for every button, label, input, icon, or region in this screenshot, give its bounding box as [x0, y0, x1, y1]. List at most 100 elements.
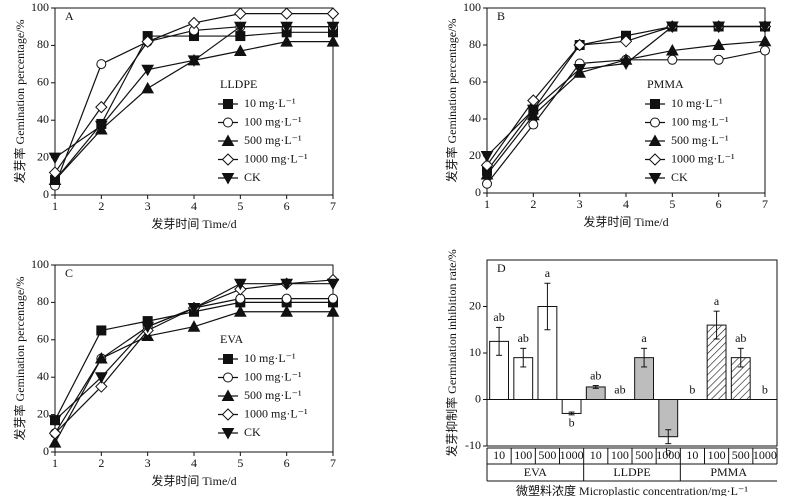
- legend-label: 500 mg·L⁻¹: [671, 133, 729, 147]
- marker: [280, 7, 293, 20]
- x-tick-label: 2: [98, 456, 104, 470]
- y-tick-label: 60: [469, 74, 481, 88]
- marker: [95, 380, 108, 393]
- y-tick-label: 10: [469, 345, 481, 359]
- marker: [48, 152, 62, 165]
- significance-label: b: [762, 382, 768, 396]
- significance-label: ab: [518, 331, 529, 345]
- legend-label: CK: [671, 170, 688, 184]
- marker: [187, 16, 201, 30]
- legend-label: 100 mg·L⁻¹: [244, 369, 302, 383]
- y-tick-label: 40: [37, 112, 49, 126]
- x-tick-label: 10: [493, 448, 505, 462]
- y-tick-label: 100: [31, 0, 49, 14]
- significance-label: ab: [493, 310, 504, 324]
- marker: [712, 21, 726, 34]
- significance-label: b: [689, 382, 695, 396]
- group-label: EVA: [524, 465, 547, 479]
- y-tick-label: 80: [37, 294, 49, 308]
- marker: [280, 21, 294, 34]
- x-axis-label: 发芽时间 Time/d: [151, 216, 236, 231]
- x-tick-label: 500: [538, 448, 556, 462]
- x-tick-label: 1000: [753, 448, 777, 462]
- x-tick-label: 3: [145, 199, 151, 213]
- x-tick-label: 100: [708, 448, 726, 462]
- group-label: LLDPE: [613, 465, 650, 479]
- marker: [233, 44, 247, 57]
- marker: [619, 35, 633, 48]
- x-tick-label: 7: [762, 197, 768, 211]
- marker: [760, 45, 770, 56]
- marker: [326, 21, 340, 34]
- y-tick-label: 60: [37, 75, 49, 89]
- y-axis-label: 发芽率 Gemination percentage/%: [12, 277, 27, 441]
- y-tick-label: 80: [37, 37, 49, 51]
- marker: [480, 151, 494, 163]
- plot-frame: [486, 259, 778, 447]
- legend-marker: [223, 99, 233, 109]
- legend-label: 1000 mg·L⁻¹: [244, 151, 308, 165]
- legend-title: PMMA: [647, 77, 684, 91]
- marker: [187, 55, 201, 67]
- y-tick-label: 20: [37, 149, 49, 163]
- legend-title: EVA: [220, 332, 243, 346]
- legend-label: 10 mg·L⁻¹: [244, 96, 296, 110]
- y-axis-label: 发芽抑制率 Germination inhibition rate/%: [444, 249, 459, 457]
- x-axis-label: 发芽时间 Time/d: [583, 214, 668, 229]
- x-tick-label: 6: [716, 197, 722, 211]
- y-tick-label: 20: [469, 298, 481, 312]
- marker: [281, 293, 292, 304]
- y-tick-label: 60: [37, 332, 49, 346]
- x-tick-label: 1000: [560, 448, 584, 462]
- y-tick-label: 0: [43, 444, 49, 458]
- legend-marker: [223, 354, 233, 364]
- legend-label: 100 mg·L⁻¹: [244, 114, 302, 128]
- x-tick-label: 10: [590, 448, 602, 462]
- x-tick-label: 2: [98, 199, 104, 213]
- marker: [328, 293, 338, 304]
- marker: [96, 325, 107, 336]
- legend-label: 500 mg·L⁻¹: [244, 388, 302, 402]
- marker: [280, 278, 294, 291]
- x-tick-label: 4: [623, 197, 629, 211]
- x-tick-label: 6: [284, 456, 290, 470]
- x-tick-label: 100: [514, 448, 532, 462]
- marker: [326, 35, 340, 47]
- group-label: PMMA: [710, 465, 747, 479]
- marker: [48, 415, 62, 427]
- marker: [234, 7, 247, 20]
- x-tick-label: 7: [330, 456, 336, 470]
- panel-label: B: [497, 9, 505, 23]
- x-tick-label: 500: [732, 448, 750, 462]
- marker: [665, 21, 679, 34]
- legend-marker: [221, 134, 235, 146]
- x-tick-label: 10: [686, 448, 698, 462]
- significance-label: a: [641, 331, 647, 345]
- y-tick-label: 80: [469, 37, 481, 51]
- x-tick-label: 3: [145, 456, 151, 470]
- significance-label: ab: [590, 368, 601, 382]
- y-axis-label: 发芽率 Gemination percentage/%: [444, 19, 459, 183]
- y-tick-label: 0: [475, 185, 481, 199]
- x-tick-label: 500: [635, 448, 653, 462]
- x-tick-label: 1: [52, 456, 58, 470]
- x-axis-label: 发芽时间 Time/d: [151, 473, 236, 488]
- significance-label: b: [665, 444, 671, 458]
- legend-marker: [648, 173, 662, 185]
- marker: [94, 372, 108, 384]
- marker: [141, 321, 155, 334]
- y-tick-label: -10: [465, 438, 481, 452]
- legend-label: 10 mg·L⁻¹: [671, 96, 723, 110]
- y-tick-label: 40: [469, 111, 481, 125]
- marker: [758, 21, 772, 34]
- legend-label: 1000 mg·L⁻¹: [671, 151, 735, 165]
- marker: [96, 59, 107, 70]
- x-tick-label: 1: [484, 197, 490, 211]
- marker: [713, 54, 724, 65]
- marker: [526, 104, 540, 117]
- marker: [528, 119, 539, 130]
- marker: [326, 278, 340, 291]
- x-tick-label: 4: [191, 199, 197, 213]
- x-tick-label: 3: [577, 197, 583, 211]
- marker: [141, 64, 155, 77]
